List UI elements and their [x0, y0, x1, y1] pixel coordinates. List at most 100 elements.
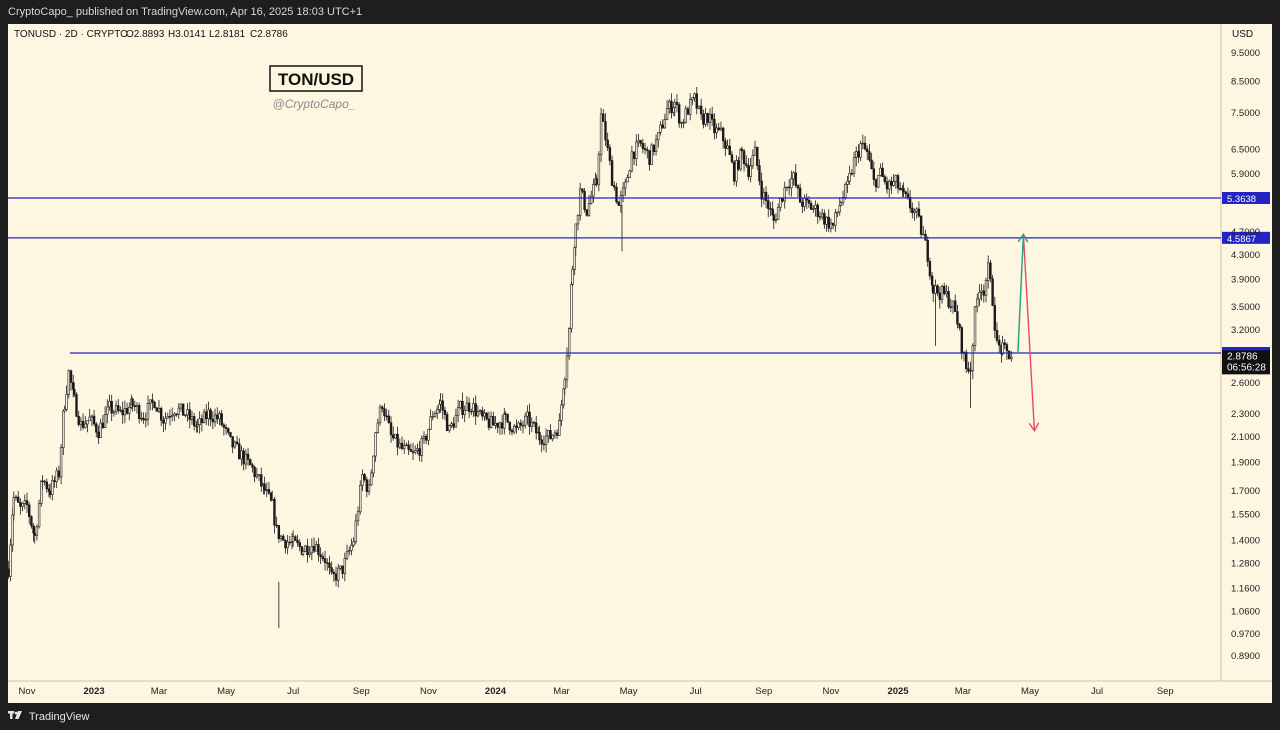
- candle-body: [456, 407, 460, 416]
- candle-body: [90, 415, 94, 418]
- candle-body: [650, 144, 653, 165]
- arrow-up-shaft[interactable]: [1017, 234, 1025, 353]
- candle-body: [635, 141, 638, 160]
- candle-body: [405, 444, 408, 447]
- candle-body: [192, 416, 196, 427]
- candle-body: [648, 150, 651, 165]
- candle-body: [352, 541, 355, 546]
- candle-body: [117, 405, 120, 411]
- ohlc-close: C2.8786: [250, 29, 288, 40]
- candle-body: [695, 93, 698, 109]
- projection-arrows-layer: [1017, 233, 1040, 433]
- candle-body: [470, 410, 473, 413]
- tradingview-brand-label[interactable]: TradingView: [28, 711, 90, 723]
- candle-body: [632, 151, 636, 160]
- candle-body: [659, 124, 662, 133]
- candle-body: [767, 200, 770, 209]
- candle-body: [762, 191, 766, 200]
- candle-body: [14, 496, 18, 499]
- candle-body: [790, 178, 793, 189]
- candle-body: [749, 165, 752, 177]
- candle-body: [956, 311, 959, 325]
- candle-body: [483, 412, 486, 417]
- candle-body: [12, 497, 16, 516]
- candle-body: [672, 107, 675, 114]
- candle-body: [198, 418, 201, 426]
- symbol-line[interactable]: TONUSD · 2D · CRYPTO: [14, 29, 128, 40]
- candle-body: [123, 408, 127, 416]
- candle-body: [337, 567, 340, 581]
- candle-body: [370, 472, 373, 486]
- candle-body: [260, 474, 263, 487]
- candle-body: [73, 388, 76, 395]
- candle-body: [40, 480, 43, 504]
- candle-body: [560, 404, 563, 421]
- candle-body: [151, 399, 154, 403]
- candle-body: [984, 280, 988, 296]
- candle-body: [829, 222, 833, 229]
- candle-body: [348, 550, 351, 553]
- candle-body: [540, 439, 543, 445]
- currency-label[interactable]: USD: [1232, 29, 1253, 40]
- candle-body: [771, 208, 774, 216]
- candle-body: [932, 284, 935, 294]
- candle-body: [350, 544, 353, 551]
- arrow-down-shaft[interactable]: [1022, 234, 1036, 431]
- candle-body: [343, 558, 347, 574]
- candle-body: [494, 422, 497, 426]
- candle-body: [249, 459, 252, 466]
- candle-body: [1010, 356, 1013, 360]
- candle-body: [119, 409, 122, 412]
- price-tick-label: 4.7000: [1231, 227, 1260, 238]
- time-tick-label: Jul: [690, 686, 702, 697]
- level-price-label: 5.3638: [1227, 194, 1256, 205]
- candle-body: [414, 450, 417, 453]
- candle-body: [448, 425, 451, 431]
- candle-body: [592, 184, 595, 197]
- candle-body: [114, 405, 118, 413]
- candle-body: [798, 187, 802, 203]
- time-tick-label: May: [620, 686, 638, 697]
- candle-body: [794, 172, 797, 186]
- candle-body: [361, 474, 364, 486]
- candle-body: [43, 480, 46, 483]
- candle-body: [17, 496, 20, 503]
- candle-body: [783, 187, 786, 202]
- candle-body: [801, 202, 804, 207]
- candle-body: [125, 408, 129, 414]
- candle-body: [142, 417, 145, 421]
- candle-body: [383, 408, 386, 417]
- candle-body: [128, 406, 131, 414]
- time-tick-label: Sep: [1157, 686, 1174, 697]
- candle-body: [510, 429, 514, 433]
- candle-body: [211, 418, 215, 423]
- candle-body: [326, 562, 329, 564]
- time-tick-label: Sep: [353, 686, 370, 697]
- candle-body: [365, 479, 369, 492]
- candle-body: [263, 483, 266, 491]
- candle-body: [81, 420, 85, 428]
- publish-info-bar: CryptoCapo_ published on TradingView.com…: [0, 0, 1280, 24]
- candle-body: [86, 420, 89, 425]
- candle-body: [549, 430, 552, 440]
- candle-body: [894, 175, 898, 182]
- candle-body: [381, 406, 384, 409]
- candle-body: [196, 424, 199, 427]
- price-tick-label: 2.1000: [1231, 432, 1260, 443]
- candle-body: [400, 442, 404, 449]
- candle-body: [913, 210, 916, 214]
- candle-body: [665, 108, 669, 120]
- candle-body: [173, 413, 176, 416]
- tradingview-logo-icon[interactable]: [8, 703, 22, 729]
- candle-body: [639, 140, 642, 144]
- candle-body: [306, 545, 309, 556]
- candle-body: [890, 180, 893, 186]
- candle-body: [519, 422, 523, 426]
- candle-body: [242, 450, 245, 465]
- candle-body: [570, 284, 573, 329]
- candle-body: [704, 113, 707, 125]
- candle-body: [989, 262, 992, 279]
- candle-body: [630, 151, 634, 172]
